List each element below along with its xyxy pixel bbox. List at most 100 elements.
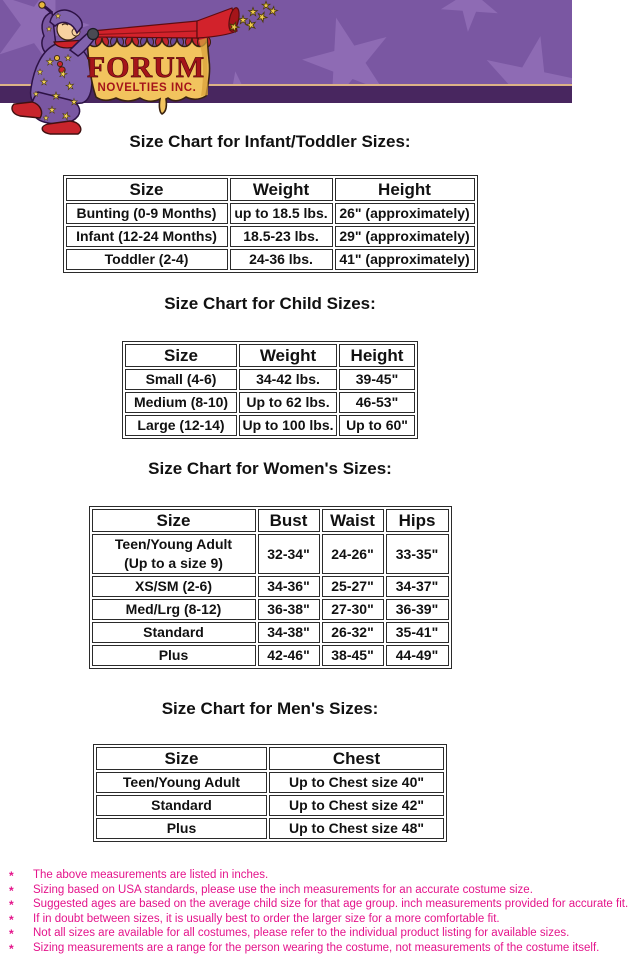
value-cell: Up to Chest size 40" bbox=[269, 772, 444, 793]
size-cell: Standard bbox=[96, 795, 267, 816]
value-cell: 32-34" bbox=[257, 534, 320, 574]
value-cell: Up to Chest size 42" bbox=[269, 795, 444, 816]
value-cell: 26" (approximately) bbox=[334, 203, 475, 224]
size-cell: Bunting (0-9 Months) bbox=[65, 203, 228, 224]
column-header: Size bbox=[65, 178, 228, 201]
column-header: Chest bbox=[269, 747, 444, 770]
asterisk-bullet: * bbox=[9, 927, 14, 941]
table-row: Standard 34-38" 26-32" 35-41" bbox=[91, 622, 449, 643]
value-cell: 34-36" bbox=[257, 576, 320, 597]
brand-subtitle: NOVELTIES INC. bbox=[98, 82, 197, 94]
asterisk-bullet: * bbox=[9, 912, 14, 927]
asterisk-bullet: * bbox=[9, 869, 14, 883]
jester-illustration bbox=[11, 1, 93, 135]
note-item: * Not all sizes are available for all co… bbox=[0, 926, 630, 941]
value-cell: 35-41" bbox=[385, 622, 449, 643]
size-cell: Infant (12-24 Months) bbox=[65, 226, 228, 247]
note-text: Sizing based on USA standards, please us… bbox=[33, 883, 533, 896]
value-cell: Up to 62 lbs. bbox=[239, 392, 337, 413]
value-cell: 46-53" bbox=[339, 392, 415, 413]
value-cell: Up to 100 lbs. bbox=[239, 415, 337, 436]
section-title: Size Chart for Men's Sizes: bbox=[161, 699, 379, 718]
note-item: * Suggested ages are based on the averag… bbox=[0, 897, 630, 912]
horn-icon bbox=[96, 7, 240, 39]
scroll-banner: FORUM NOVELTIES INC. bbox=[86, 35, 211, 115]
value-cell: 24-26" bbox=[321, 534, 384, 574]
value-cell: 29" (approximately) bbox=[334, 226, 475, 247]
section-infant-toddler: Size Chart for Infant/Toddler Sizes: Siz… bbox=[0, 131, 540, 273]
value-cell: Up to Chest size 48" bbox=[269, 818, 444, 839]
size-cell: Plus bbox=[91, 645, 256, 666]
table-row: Med/Lrg (8-12) 36-38" 27-30" 36-39" bbox=[91, 599, 449, 620]
column-header: Size bbox=[91, 509, 256, 532]
table-row: Standard Up to Chest size 42" bbox=[96, 795, 444, 816]
jester-shoe bbox=[41, 120, 82, 135]
asterisk-bullet: * bbox=[9, 898, 14, 912]
table-row: Teen/Young Adult (Up to a size 9) 32-34" 2… bbox=[91, 534, 449, 574]
value-cell: Up to 60" bbox=[339, 415, 415, 436]
table-row: Plus 42-46" 38-45" 44-49" bbox=[91, 645, 449, 666]
header-row: Size Weight Height bbox=[125, 344, 415, 367]
table-row: Plus Up to Chest size 48" bbox=[96, 818, 444, 839]
value-cell: 36-38" bbox=[257, 599, 320, 620]
column-header: Weight bbox=[239, 344, 337, 367]
table-row: Large (12-14) Up to 100 lbs. Up to 60" bbox=[125, 415, 415, 436]
note-item: * If in doubt between sizes, it is usual… bbox=[0, 912, 630, 927]
forum-novelties-logo: FORUM NOVELTIES INC. bbox=[11, 0, 279, 135]
asterisk-bullet: * bbox=[9, 883, 14, 898]
value-cell: 24-36 lbs. bbox=[229, 249, 333, 270]
banner-tan-rule bbox=[0, 84, 572, 86]
footer-notes: * The above measurements are listed in i… bbox=[0, 868, 630, 956]
section-child: Size Chart for Child Sizes: Size Weight He… bbox=[0, 293, 540, 439]
table-row: Medium (8-10) Up to 62 lbs. 46-53" bbox=[125, 392, 415, 413]
column-header: Bust bbox=[257, 509, 320, 532]
note-text: If in doubt between sizes, it is usually… bbox=[33, 912, 500, 925]
header-row: Size Chest bbox=[96, 747, 444, 770]
value-cell: 38-45" bbox=[321, 645, 384, 666]
value-cell: 42-46" bbox=[257, 645, 320, 666]
value-cell: 27-30" bbox=[321, 599, 384, 620]
note-item: * Sizing based on USA standards, please … bbox=[0, 883, 630, 898]
note-item: * Sizing measurements are a range for th… bbox=[0, 941, 630, 956]
table-row: Teen/Young Adult Up to Chest size 40" bbox=[96, 772, 444, 793]
note-text: The above measurements are listed in inc… bbox=[33, 869, 269, 881]
column-header: Height bbox=[334, 178, 475, 201]
table-row: Bunting (0-9 Months) up to 18.5 lbs. 26" (… bbox=[65, 203, 475, 224]
section-title: Size Chart for Women's Sizes: bbox=[148, 459, 392, 478]
brand-name: FORUM bbox=[87, 51, 205, 84]
value-cell: 34-38" bbox=[257, 622, 320, 643]
table-row: Small (4-6) 34-42 lbs. 39-45" bbox=[125, 369, 415, 390]
value-cell: 39-45" bbox=[339, 369, 415, 390]
size-cell: XS/SM (2-6) bbox=[91, 576, 256, 597]
size-cell: Large (12-14) bbox=[125, 415, 237, 436]
table-row: Infant (12-24 Months) 18.5-23 lbs. 29" (ap… bbox=[65, 226, 475, 247]
size-cell: Small (4-6) bbox=[125, 369, 237, 390]
section-title: Size Chart for Infant/Toddler Sizes: bbox=[129, 132, 411, 151]
asterisk-bullet: * bbox=[9, 941, 14, 956]
header-row: Size Weight Height bbox=[65, 178, 475, 201]
size-cell: Teen/Young Adult bbox=[96, 772, 267, 793]
women-size-table: Size Bust Waist Hips Teen/Young Adult (Up to… bbox=[88, 506, 452, 669]
child-size-table: Size Weight Height Small (4-6) 34-42 lbs. 39-… bbox=[122, 341, 418, 439]
value-cell: 34-37" bbox=[385, 576, 449, 597]
value-cell: 33-35" bbox=[385, 534, 449, 574]
size-cell: Plus bbox=[96, 818, 267, 839]
column-header: Height bbox=[339, 344, 415, 367]
value-cell: up to 18.5 lbs. bbox=[229, 203, 333, 224]
column-header: Size bbox=[96, 747, 267, 770]
size-cell: Medium (8-10) bbox=[125, 392, 237, 413]
size-cell: Standard bbox=[91, 622, 256, 643]
size-cell: Toddler (2-4) bbox=[65, 249, 228, 270]
value-cell: 41" (approximately) bbox=[334, 249, 475, 270]
value-cell: 44-49" bbox=[385, 645, 449, 666]
jester-shoe bbox=[11, 101, 43, 119]
note-text: Not all sizes are available for all cost… bbox=[33, 927, 570, 939]
section-women: Size Chart for Women's Sizes: Size Bust Wa… bbox=[0, 458, 540, 669]
infant-toddler-size-table: Size Weight Height Bunting (0-9 Months) up t… bbox=[62, 175, 478, 273]
size-cell: Med/Lrg (8-12) bbox=[91, 599, 256, 620]
note-text: Sizing measurements are a range for the … bbox=[33, 941, 600, 954]
table-row: Toddler (2-4) 24-36 lbs. 41" (approximatel… bbox=[65, 249, 475, 270]
size-cell: Teen/Young Adult (Up to a size 9) bbox=[91, 534, 256, 574]
value-cell: 25-27" bbox=[321, 576, 384, 597]
